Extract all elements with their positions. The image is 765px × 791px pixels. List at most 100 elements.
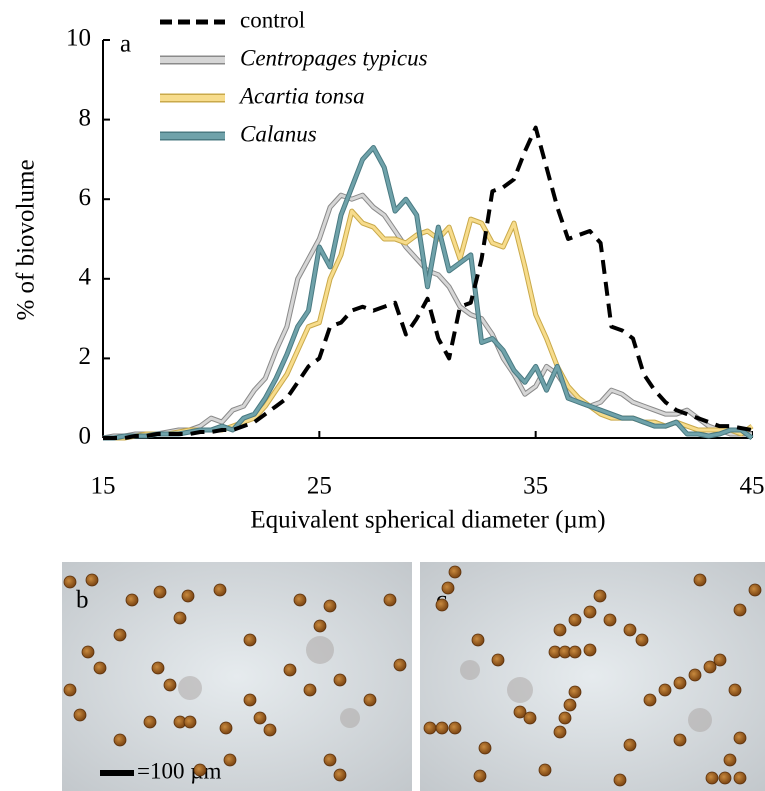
cell <box>223 753 237 767</box>
cell <box>693 573 707 587</box>
cell <box>435 598 449 612</box>
cell <box>703 660 717 674</box>
cell <box>553 623 567 637</box>
blur-spot <box>178 676 202 700</box>
cell <box>219 721 233 735</box>
cell <box>213 583 227 597</box>
cell <box>183 715 197 729</box>
series-outline <box>103 208 754 441</box>
cell <box>435 721 449 735</box>
blur-spot <box>460 660 480 680</box>
cell <box>153 585 167 599</box>
y-tick-label: 6 <box>79 184 92 211</box>
cell <box>478 741 492 755</box>
cell <box>583 605 597 619</box>
cell <box>181 589 195 603</box>
cell <box>538 763 552 777</box>
cell <box>63 575 77 589</box>
cell <box>143 715 157 729</box>
cell <box>313 619 327 633</box>
y-tick-label: 8 <box>79 104 92 131</box>
cell <box>85 573 99 587</box>
cell <box>113 628 127 642</box>
micrograph-b <box>62 562 412 791</box>
blur-spot <box>507 677 533 703</box>
cell <box>113 733 127 747</box>
blur-spot <box>688 708 712 732</box>
scale-bar-label: =100 µm <box>137 758 221 783</box>
cell <box>448 565 462 579</box>
cell <box>73 708 87 722</box>
cell <box>583 643 597 657</box>
cell <box>723 753 737 767</box>
cell <box>613 773 627 787</box>
cell <box>491 653 505 667</box>
panel-label: b <box>76 587 89 614</box>
series-outline <box>103 145 754 441</box>
cell <box>323 753 337 767</box>
cell <box>243 693 257 707</box>
cell <box>173 611 187 625</box>
cell <box>151 661 165 675</box>
panel-label: a <box>120 31 131 58</box>
y-tick-label: 4 <box>79 264 92 291</box>
line-chart: a Equivalent spherical diameter (µm) % o… <box>13 7 765 533</box>
cell <box>513 705 527 719</box>
cell <box>593 589 607 603</box>
y-tick-label: 10 <box>66 25 91 52</box>
cell <box>263 723 277 737</box>
cell <box>623 623 637 637</box>
legend-label: control <box>240 7 305 32</box>
y-tick-label: 2 <box>79 343 92 370</box>
cell <box>688 668 702 682</box>
cell <box>333 768 347 782</box>
cell <box>441 581 455 595</box>
cell <box>728 683 742 697</box>
cell <box>471 633 485 647</box>
cell <box>568 645 582 659</box>
series-line <box>103 146 753 440</box>
cell <box>163 678 177 692</box>
cell <box>673 676 687 690</box>
cell <box>705 771 719 785</box>
cell <box>713 653 727 667</box>
cell <box>81 645 95 659</box>
cell <box>733 731 747 745</box>
series-line <box>103 125 753 440</box>
cell <box>283 663 297 677</box>
legend-label: Calanus <box>240 121 317 146</box>
cell <box>125 593 139 607</box>
cell <box>733 771 747 785</box>
legend-label: Centropages typicus <box>240 45 428 70</box>
cell <box>718 771 732 785</box>
cell <box>303 683 317 697</box>
cell <box>253 711 267 725</box>
cell <box>733 603 747 617</box>
cell <box>423 721 437 735</box>
x-tick-label: 15 <box>91 473 116 500</box>
cell <box>383 593 397 607</box>
cell <box>363 693 377 707</box>
cell <box>448 721 462 735</box>
cell <box>563 698 577 712</box>
blur-spot <box>340 708 360 728</box>
blur-spot <box>306 636 334 664</box>
cell <box>623 738 637 752</box>
cell <box>673 733 687 747</box>
y-tick-label: 0 <box>79 423 92 450</box>
cell <box>393 658 407 672</box>
cell <box>293 593 307 607</box>
micrographs: b c =100 µm <box>62 562 765 791</box>
cell <box>553 725 567 739</box>
x-tick-label: 35 <box>523 473 548 500</box>
cell <box>93 661 107 675</box>
cell <box>603 613 617 627</box>
cell <box>243 633 257 647</box>
series-line <box>103 209 753 440</box>
cell <box>568 613 582 627</box>
cell <box>473 769 487 783</box>
cell <box>323 599 337 613</box>
cell <box>523 711 537 725</box>
cell <box>333 673 347 687</box>
